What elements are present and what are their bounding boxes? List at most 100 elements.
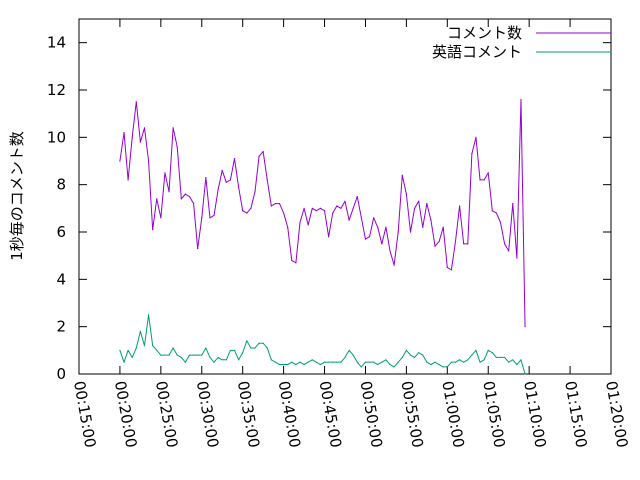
data-point	[377, 363, 379, 366]
data-point	[295, 262, 297, 264]
x-tick-label: 01:20:00	[602, 380, 631, 449]
data-point	[516, 363, 518, 366]
data-point	[139, 141, 141, 143]
data-point	[217, 356, 219, 359]
data-point	[172, 347, 174, 349]
data-point	[450, 361, 452, 363]
data-point	[508, 250, 510, 252]
data-point	[442, 226, 444, 228]
data-point	[422, 226, 424, 228]
data-point	[409, 354, 412, 356]
data-point	[430, 363, 432, 366]
data-point	[483, 359, 485, 361]
data-point	[160, 217, 162, 219]
data-point	[393, 366, 395, 368]
data-point	[520, 359, 522, 361]
data-point	[238, 359, 240, 361]
x-tick-label: 00:45:00	[316, 380, 345, 449]
data-point	[205, 347, 207, 349]
data-point	[504, 243, 506, 245]
data-point	[463, 361, 465, 363]
data-point	[520, 98, 522, 101]
data-point	[397, 231, 399, 233]
data-point	[238, 186, 240, 188]
data-point	[413, 356, 416, 359]
data-point	[336, 361, 338, 363]
data-point	[135, 101, 137, 103]
data-point	[315, 361, 317, 363]
data-point	[487, 172, 489, 174]
data-point	[295, 363, 297, 366]
x-tick-label: 01:15:00	[561, 380, 590, 449]
data-point	[344, 200, 346, 202]
data-point	[323, 361, 326, 363]
data-point	[197, 354, 199, 356]
data-point	[516, 257, 518, 259]
data-point	[303, 207, 305, 209]
data-point	[164, 172, 166, 174]
y-tick-label: 10	[47, 128, 66, 146]
data-point	[458, 359, 461, 361]
data-point	[438, 363, 440, 366]
data-point	[360, 366, 362, 368]
data-point	[135, 347, 137, 349]
data-point	[348, 349, 350, 351]
data-point	[299, 221, 301, 224]
data-point	[246, 340, 248, 342]
data-point	[504, 356, 506, 359]
data-point	[287, 363, 289, 366]
data-point	[356, 361, 358, 363]
data-point	[139, 330, 141, 332]
data-point	[127, 179, 129, 181]
data-point	[242, 210, 244, 212]
data-point	[397, 361, 399, 363]
data-point	[266, 347, 268, 349]
data-point	[119, 349, 121, 351]
data-point	[332, 361, 334, 363]
data-point	[233, 158, 236, 160]
data-point	[303, 363, 305, 366]
data-point	[430, 219, 432, 221]
data-point	[262, 150, 264, 153]
data-point	[508, 361, 510, 363]
data-point	[418, 200, 420, 202]
data-point	[184, 361, 186, 363]
data-point	[475, 349, 477, 351]
data-point	[479, 179, 481, 181]
data-point	[168, 354, 170, 356]
data-point	[246, 212, 248, 214]
data-point	[123, 132, 125, 134]
data-point	[512, 203, 514, 205]
data-point	[512, 359, 514, 361]
data-point	[389, 250, 391, 252]
data-point	[332, 212, 334, 214]
data-point	[188, 195, 191, 198]
data-point	[479, 361, 481, 363]
data-point	[385, 226, 387, 228]
data-point	[434, 361, 436, 363]
data-point	[299, 361, 301, 363]
data-point	[180, 198, 182, 200]
data-point	[262, 342, 264, 344]
data-point	[454, 240, 457, 243]
data-point	[426, 361, 428, 363]
y-tick-label: 12	[47, 81, 66, 99]
data-point	[315, 210, 317, 212]
data-point	[467, 243, 469, 245]
data-point	[426, 203, 428, 205]
data-point	[348, 219, 350, 221]
x-tick-label: 00:40:00	[275, 380, 304, 449]
data-point	[364, 238, 367, 240]
x-axis: 00:15:00 00:20:00 00:25:00 00:30:00 00:35:00…	[70, 19, 631, 449]
data-point	[454, 361, 457, 363]
x-tick-label: 00:35:00	[234, 380, 263, 449]
data-point	[434, 245, 436, 247]
data-point	[250, 207, 252, 209]
x-tick-label: 01:05:00	[479, 380, 508, 449]
x-tick-label: 01:10:00	[520, 380, 549, 449]
data-point	[176, 354, 178, 356]
x-tick-label: 00:30:00	[193, 380, 222, 449]
data-point	[184, 193, 186, 195]
